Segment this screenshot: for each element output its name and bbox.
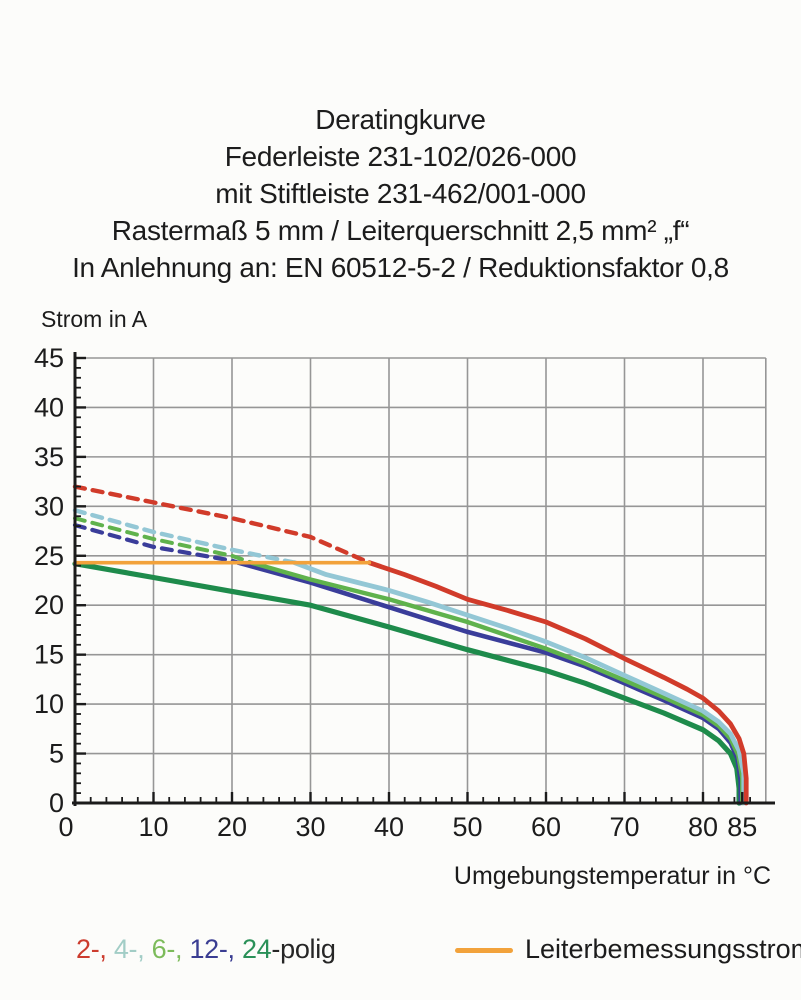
- curve-6-polig-dashed: [73, 516, 254, 565]
- y-tick-label-30: 30: [34, 491, 64, 521]
- y-tick-label-0: 0: [49, 788, 64, 818]
- curve-6-polig: [249, 560, 745, 806]
- pole-legend-part-3: 12-,: [189, 934, 242, 964]
- y-tick-label-15: 15: [34, 640, 64, 670]
- rated-current-label: Leiterbemessungsstrom: [525, 934, 801, 964]
- x-tick-label-50: 50: [452, 812, 482, 842]
- curve-24-polig: [72, 561, 742, 806]
- y-tick-label-40: 40: [34, 392, 64, 422]
- pole-count-legend: 2-, 4-, 6-, 12-, 24-polig: [76, 934, 336, 965]
- x-tick-label-60: 60: [531, 812, 561, 842]
- y-axis-title: Strom in A: [41, 306, 148, 332]
- x-tick-label-70: 70: [609, 812, 639, 842]
- curve-12-polig: [236, 560, 743, 806]
- x-tick-label-40: 40: [374, 812, 404, 842]
- pole-legend-part-5: -polig: [271, 934, 336, 964]
- x-tick-label-85: 85: [727, 812, 757, 842]
- y-tick-label-10: 10: [34, 689, 64, 719]
- title-line-2: Federleiste 231-102/026-000: [224, 141, 577, 172]
- y-tick-label-45: 45: [34, 343, 64, 373]
- derating-chart: 0 10 20 30 40 50 60 70 80 85 0 5 10 15 20 25 30 35 40 45: [34, 343, 775, 842]
- y-tick-label-25: 25: [34, 541, 64, 571]
- x-axis-title: Umgebungstemperatur in °C: [453, 862, 771, 890]
- pole-legend-part-1: 4-,: [113, 934, 152, 964]
- x-tick-label-30: 30: [295, 812, 325, 842]
- curve-2-polig: [367, 560, 749, 806]
- legend-row: 2-, 4-, 6-, 12-, 24-polig Leiterbemessun…: [0, 932, 801, 972]
- y-tick-label-5: 5: [49, 739, 64, 769]
- rated-current-legend: Leiterbemessungsstrom: [455, 934, 801, 965]
- y-tick-label-35: 35: [34, 442, 64, 472]
- curve-2-polig-dashed: [72, 484, 372, 565]
- pole-legend-part-2: 6-,: [151, 934, 190, 964]
- x-tick-label-10: 10: [138, 812, 168, 842]
- y-tick-label-20: 20: [34, 590, 64, 620]
- title-line-4: Rastermaß 5 mm / Leiterquerschnitt 2,5 m…: [111, 215, 690, 246]
- pole-legend-part-0: 2-,: [76, 934, 114, 964]
- pole-legend-part-4: 24: [241, 934, 272, 964]
- curve-4-polig-dashed: [72, 508, 297, 565]
- title-line-5: In Anlehnung an: EN 60512-5-2 / Reduktio…: [72, 252, 729, 283]
- title-line-3: mit Stiftleiste 231-462/001-000: [215, 178, 586, 209]
- title-line-1: Deratingkurve: [315, 104, 486, 135]
- x-tick-label-20: 20: [217, 812, 247, 842]
- x-tick-label-0: 0: [58, 812, 73, 842]
- rated-current-swatch: [455, 948, 513, 953]
- curve-4-polig: [292, 560, 747, 806]
- chart-title-block: Deratingkurve Federleiste 231-102/026-00…: [0, 101, 801, 286]
- x-tick-label-80: 80: [688, 812, 718, 842]
